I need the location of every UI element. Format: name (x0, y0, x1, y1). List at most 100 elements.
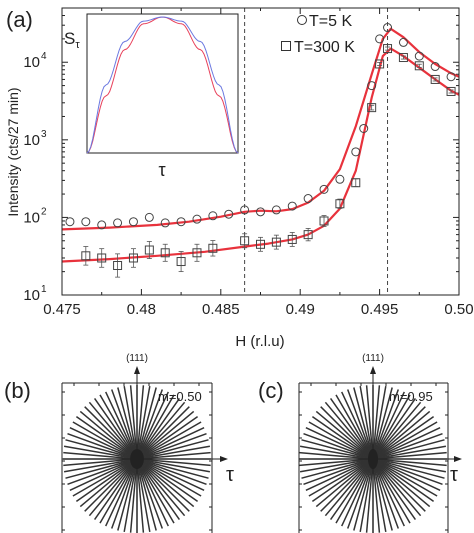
y-tick-exponent: 3 (41, 129, 47, 140)
data-point-circle (65, 217, 75, 227)
fit-curve (61, 27, 460, 231)
x-axis-label: H (r.l.u) (235, 333, 284, 350)
data-point-circle (81, 217, 91, 227)
data-point-square (81, 251, 91, 261)
panel-c: (c) (111) τ m=0.95 (258, 353, 462, 533)
data-point-square (383, 44, 393, 54)
data-point-square (176, 257, 186, 267)
legend-label-300k: T=300 K (294, 39, 355, 56)
data-point-circle (224, 209, 234, 219)
data-point-circle (271, 205, 281, 215)
legend-marker-square (281, 41, 291, 51)
data-point-circle (359, 123, 369, 133)
inset-frame (86, 13, 239, 154)
y-tick-label: 10 (23, 54, 40, 71)
x-tick-label: 0.475 (43, 301, 81, 318)
data-point-square (430, 74, 440, 84)
data-point-square (335, 199, 345, 209)
inset-curve (86, 16, 239, 154)
data-point-square (303, 230, 313, 240)
y-tick-exponent: 1 (41, 284, 47, 295)
panel-a-label: (a) (6, 7, 33, 32)
data-point-square (398, 53, 408, 63)
data-point-square (367, 103, 377, 113)
data-point-circle (192, 214, 202, 224)
data-point-square (271, 237, 281, 247)
panel-b-ticks (62, 383, 212, 531)
data-point-square (414, 61, 424, 71)
data-point-circle (430, 62, 440, 72)
y-axis-label: Intensity (cts/27 min) (5, 87, 21, 216)
panel-b-m-label: m=0.50 (158, 389, 202, 404)
inset-y-label: Sτ (64, 29, 80, 51)
main-plot-frame (61, 7, 460, 296)
data-point-circle (375, 34, 385, 44)
inset-y-label-sub: τ (75, 39, 80, 51)
data-point-circle (113, 218, 123, 228)
data-point-square (113, 260, 123, 270)
data-point-square (446, 86, 456, 96)
data-point-square (208, 243, 218, 253)
data-point-circle (367, 81, 377, 91)
x-tick-label: 0.49 (286, 301, 315, 318)
panel-c-vertical-arrow (370, 366, 376, 374)
data-point-square (375, 59, 385, 69)
data-point-circle (144, 212, 154, 222)
data-point-circle (351, 147, 361, 157)
inset-curves (86, 16, 239, 154)
data-point-circle (446, 72, 456, 82)
data-point-square (128, 253, 138, 263)
y-tick-exponent: 2 (41, 206, 47, 217)
data-point-circle (398, 37, 408, 47)
data-points (65, 23, 456, 278)
data-point-square (144, 245, 154, 255)
data-point-square (97, 253, 107, 263)
data-point-circle (97, 220, 107, 230)
x-tick-label: 0.48 (127, 301, 156, 318)
data-point-circle (128, 217, 138, 227)
data-point-square (256, 239, 265, 249)
data-point-square (192, 248, 202, 258)
x-tick-label: 0.495 (361, 301, 399, 318)
data-point-square (319, 216, 329, 226)
legend-marker-circle (297, 15, 307, 25)
legend: T=5 K T=300 K (281, 13, 355, 56)
panel-b-vertical-arrow (134, 366, 140, 374)
data-point-circle (160, 218, 170, 228)
legend-label-5k: T=5 K (309, 13, 352, 30)
panel-b: (b) (111) τ m=0.50 (4, 353, 234, 533)
inset: Sτ τ (64, 13, 239, 180)
panel-c-label: (c) (258, 378, 284, 403)
data-point-square (351, 178, 361, 188)
panel-b-tau-label: τ (226, 464, 234, 486)
x-tick-label: 0.50 (444, 301, 473, 318)
data-point-circle (287, 201, 297, 211)
data-point-circle (414, 51, 424, 61)
data-point-circle (383, 23, 393, 33)
panel-c-m-label: m=0.95 (389, 389, 433, 404)
panel-c-top-label: (111) (362, 353, 384, 364)
data-point-circle (335, 174, 345, 184)
y-tick-label: 10 (23, 209, 40, 226)
y-tick-label: 10 (23, 132, 40, 149)
inset-x-label: τ (158, 160, 165, 180)
panel-b-label: (b) (4, 378, 31, 403)
data-point-square (240, 236, 250, 246)
data-point-circle (256, 207, 265, 217)
y-tick-label: 10 (23, 287, 40, 304)
data-point-circle (208, 211, 218, 221)
data-point-circle (176, 217, 186, 227)
panel-c-horizontal-arrow (454, 456, 462, 462)
inset-y-label-main: S (64, 29, 75, 48)
panel-b-top-label: (111) (126, 353, 148, 364)
panel-c-ticks (299, 383, 448, 531)
y-tick-exponent: 4 (41, 51, 47, 62)
data-point-circle (303, 194, 313, 204)
panel-b-horizontal-arrow (220, 456, 228, 462)
data-point-circle (319, 184, 329, 194)
data-point-circle (240, 205, 250, 215)
panel-c-tau-label: τ (450, 464, 458, 486)
